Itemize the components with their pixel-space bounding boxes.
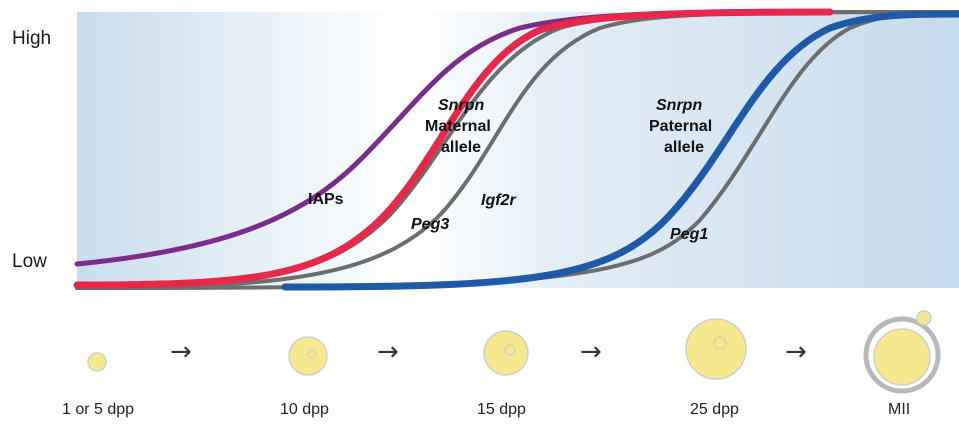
arrow-3: → bbox=[580, 337, 602, 367]
stage-label-10dpp: 10 dpp bbox=[280, 401, 329, 418]
label-snrpn-maternal-gene: Snrpn bbox=[438, 97, 484, 114]
arrow-2: → bbox=[377, 337, 399, 367]
oocyte-10dpp-nucleus bbox=[307, 349, 317, 359]
label-snrpn-maternal-line3: allele bbox=[441, 139, 481, 156]
stage-label-25dpp: 25 dpp bbox=[690, 401, 739, 418]
label-snrpn-paternal-gene: Snrpn bbox=[656, 97, 702, 114]
stage-label-1-5dpp: 1 or 5 dpp bbox=[62, 401, 134, 418]
label-peg3: Peg3 bbox=[411, 216, 449, 233]
label-peg1: Peg1 bbox=[670, 226, 708, 243]
stage-label-15dpp: 15 dpp bbox=[477, 401, 526, 418]
label-snrpn-paternal-line2: Paternal bbox=[649, 118, 712, 135]
label-snrpn-paternal-line3: allele bbox=[664, 139, 704, 156]
curve-snrpn-maternal bbox=[73, 8, 834, 289]
oocyte-15dpp-nucleus bbox=[504, 344, 516, 356]
stage-label-mii: MII bbox=[888, 401, 910, 418]
curve-snrpn-paternal bbox=[281, 10, 959, 291]
oocyte-25dpp bbox=[685, 318, 747, 380]
label-iaps: IAPs bbox=[308, 191, 344, 208]
arrow-4: → bbox=[785, 337, 807, 367]
y-label-low: Low bbox=[12, 251, 47, 272]
arrow-1: → bbox=[170, 337, 192, 367]
oocyte-stages bbox=[87, 310, 941, 394]
curves-group bbox=[73, 8, 959, 291]
mii-oocyte bbox=[873, 328, 931, 386]
mii-polar-body bbox=[916, 310, 932, 326]
y-label-high: High bbox=[12, 28, 51, 49]
label-snrpn-maternal-line2: Maternal bbox=[425, 118, 491, 135]
label-igf2r: Igf2r bbox=[481, 192, 516, 209]
oocyte-1-5dpp bbox=[87, 352, 107, 372]
oocyte-25dpp-nucleus bbox=[713, 336, 727, 350]
